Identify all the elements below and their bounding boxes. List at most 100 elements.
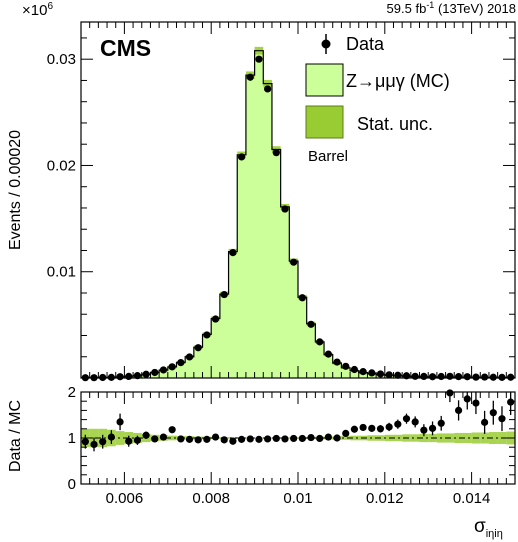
region-label: Barrel: [308, 148, 348, 165]
data-point: [298, 294, 306, 302]
data-point: [376, 370, 385, 378]
ratio-point: [394, 420, 402, 428]
data-point: [385, 371, 393, 379]
ratio-point: [307, 433, 315, 442]
ratio-point: [489, 409, 497, 417]
ratio-point: [333, 434, 341, 442]
ratio-unc-band-bin: [410, 434, 420, 442]
ratio-point: [428, 424, 437, 432]
ratio-y-tick-label: 1: [68, 430, 76, 447]
data-point: [437, 372, 445, 381]
ratio-point: [376, 425, 385, 433]
ratio-point: [324, 433, 332, 441]
main-y-tick-label: 0.03: [47, 51, 76, 68]
data-point: [324, 350, 332, 358]
ratio-y-tick-label: 2: [68, 384, 76, 401]
data-point: [411, 372, 419, 380]
lumi-label: 59.5 fb-1 (13TeV) 2018: [387, 0, 516, 16]
data-point: [237, 153, 246, 161]
data-point: [220, 290, 228, 299]
ratio-point: [237, 435, 246, 443]
legend-unc-label: Stat. unc.: [357, 114, 433, 134]
ratio-point: [177, 435, 185, 443]
ratio-point: [203, 435, 211, 443]
ratio-point: [159, 433, 168, 441]
data-point: [463, 373, 471, 381]
data-point: [333, 358, 341, 366]
ratio-point: [481, 418, 489, 426]
ratio-point: [81, 438, 89, 446]
data-point: [151, 368, 159, 377]
ratio-point: [463, 395, 471, 403]
legend-unc-swatch: [305, 105, 344, 139]
data-point: [290, 258, 298, 266]
legend-mc-swatch: [305, 63, 344, 97]
ratio-point: [402, 415, 411, 423]
ratio-point: [151, 435, 159, 443]
ratio-point: [264, 435, 272, 443]
ratio-unc-band-bin: [393, 434, 403, 442]
data-point: [255, 55, 263, 63]
ratio-point: [437, 419, 445, 427]
data-point: [489, 373, 497, 381]
data-point: [142, 370, 150, 378]
legend-mc-label: Z→μμγ (MC): [346, 71, 450, 91]
ratio-unc-band-bin: [488, 432, 498, 444]
ratio-unc-band-bin: [419, 433, 429, 443]
ratio-point: [281, 435, 289, 443]
ratio-unc-band-bin: [167, 435, 177, 441]
data-point: [168, 363, 176, 371]
ratio-point: [359, 423, 367, 432]
ratio-point: [255, 435, 263, 443]
data-point: [194, 344, 202, 352]
ratio-point: [220, 436, 228, 444]
ratio-point: [194, 436, 202, 444]
data-point: [307, 320, 315, 328]
x-tick-label: 0.008: [192, 490, 230, 507]
data-point: [420, 372, 428, 381]
data-point: [264, 85, 272, 93]
data-point: [272, 149, 280, 157]
ratio-unc-band-bin: [115, 431, 125, 445]
data-point: [368, 369, 376, 377]
data-point: [359, 368, 367, 376]
data-point: [229, 249, 237, 257]
x-axis-title-sub: iηiη: [486, 528, 503, 540]
ratio-unc-band-bin: [462, 432, 472, 444]
data-point: [107, 373, 115, 381]
legend: Data Z→μμγ (MC) Stat. unc. Barrel: [305, 34, 450, 165]
ratio-point: [168, 426, 176, 434]
data-point: [446, 372, 454, 380]
data-point: [246, 73, 254, 81]
mc-histogram-fill: [81, 50, 515, 378]
data-point: [394, 371, 402, 379]
ratio-point: [298, 434, 306, 443]
ratio-point: [125, 437, 133, 445]
lumi-prefix: 59.5 fb: [387, 1, 427, 16]
data-point: [125, 372, 133, 381]
data-point: [481, 373, 489, 381]
ratio-point: [229, 437, 237, 445]
x-tick-label: 0.012: [366, 490, 404, 507]
ratio-unc-band-bin: [480, 432, 489, 444]
ratio-point: [99, 438, 107, 446]
data-point: [454, 373, 463, 381]
ratio-point: [316, 434, 324, 443]
ratio-point: [454, 406, 463, 414]
ratio-point: [368, 424, 376, 432]
ratio-y-axis-title: Data / MC: [7, 400, 24, 472]
lumi-sup: -1: [426, 0, 434, 10]
data-point: [177, 358, 185, 367]
ratio-point: [420, 426, 428, 434]
ratio-point: [290, 434, 298, 443]
ratio-point: [446, 389, 454, 397]
ratio-point: [498, 415, 506, 423]
x-tick-label: 0.01: [283, 490, 312, 507]
ratio-point: [246, 435, 254, 443]
x-axis-title-symbol: σ: [474, 516, 486, 537]
ratio-point: [142, 431, 150, 439]
ratio-point: [385, 423, 393, 431]
data-point: [342, 362, 350, 370]
data-point: [428, 373, 437, 381]
